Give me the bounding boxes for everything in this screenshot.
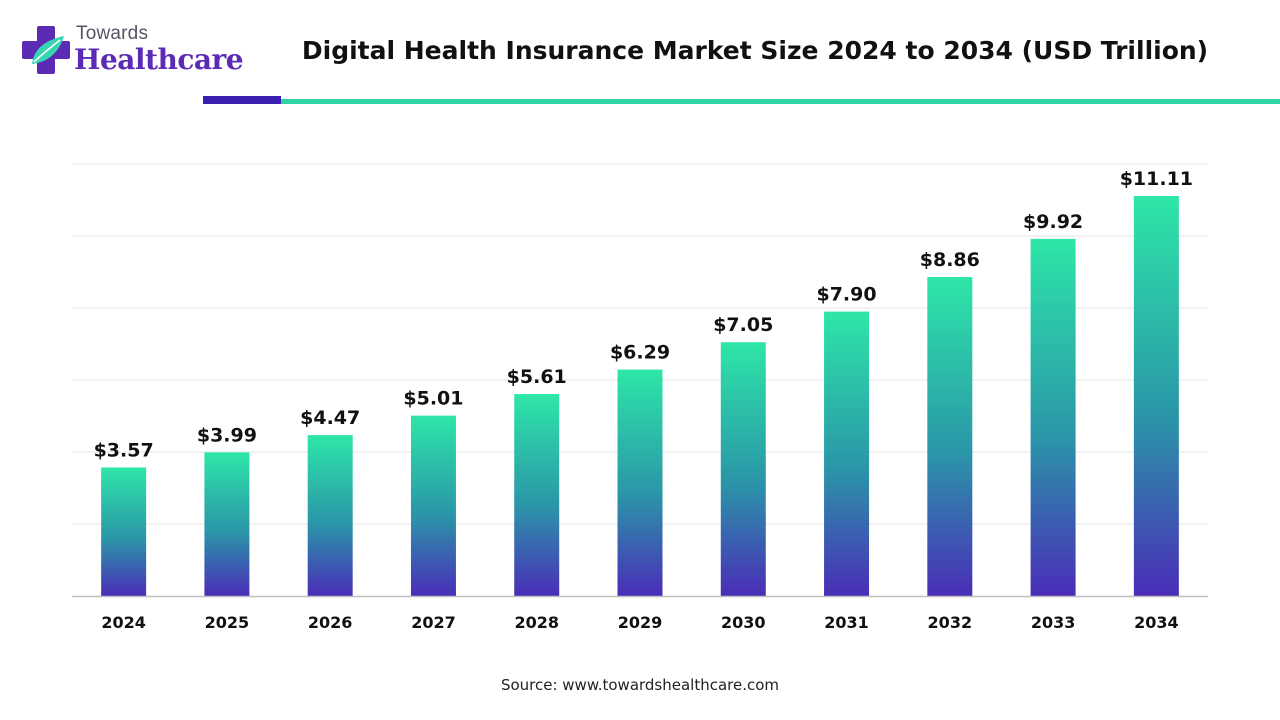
bar-2025: [204, 452, 250, 596]
data-label-2030: $7.05: [713, 314, 773, 336]
value-labels: $3.57 $3.99 $4.47 $5.01 $5.61 $6.29 $7.05 $7.90…: [94, 168, 1193, 461]
x-tick-label-2028: 2028: [514, 613, 559, 632]
brand-name-bottom: Healthcare: [74, 43, 244, 76]
data-label-2034: $11.11: [1120, 168, 1193, 190]
brand-name-top: Towards: [76, 23, 149, 44]
brand-logo: Towards Healthcare: [20, 18, 244, 88]
bar-2031: [824, 311, 870, 596]
x-tick-label-2030: 2030: [721, 613, 766, 632]
x-tick-label-2024: 2024: [101, 613, 146, 632]
data-label-2033: $9.92: [1023, 211, 1083, 233]
bar-2030: [720, 342, 766, 596]
source-note: Source: www.towardshealthcare.com: [500, 676, 780, 694]
bar-2033: [1030, 238, 1076, 596]
medical-cross-icon: [22, 26, 70, 74]
data-label-2026: $4.47: [300, 407, 360, 429]
x-tick-label-2033: 2033: [1031, 613, 1076, 632]
x-tick-label-2034: 2034: [1134, 613, 1179, 632]
x-axis-tick-labels: 2024 2025 2026 2027 2028 2029 2030 2031 2032 2033…: [101, 613, 1178, 632]
data-label-2028: $5.61: [507, 366, 567, 388]
bars: [101, 196, 1179, 597]
data-label-2029: $6.29: [610, 342, 670, 364]
bar-2028: [514, 394, 560, 596]
data-label-2024: $3.57: [94, 439, 154, 461]
data-label-2031: $7.90: [816, 284, 876, 306]
x-tick-label-2032: 2032: [928, 613, 973, 632]
x-tick-label-2029: 2029: [618, 613, 663, 632]
bar-2026: [307, 435, 353, 596]
x-tick-label-2031: 2031: [824, 613, 869, 632]
bar-2029: [617, 369, 663, 596]
x-tick-label-2025: 2025: [205, 613, 250, 632]
bar-2024: [101, 467, 147, 596]
x-tick-label-2026: 2026: [308, 613, 353, 632]
title-underline-bar: [281, 99, 1280, 104]
data-label-2025: $3.99: [197, 424, 257, 446]
bar-2034: [1133, 196, 1179, 597]
data-label-2027: $5.01: [403, 388, 463, 410]
data-label-2032: $8.86: [920, 249, 980, 271]
title-underline-accent: [203, 96, 281, 104]
chart-title: Digital Health Insurance Market Size 202…: [301, 36, 1209, 65]
x-tick-label-2027: 2027: [411, 613, 456, 632]
bar-2032: [927, 277, 973, 596]
bar-2027: [410, 415, 456, 596]
